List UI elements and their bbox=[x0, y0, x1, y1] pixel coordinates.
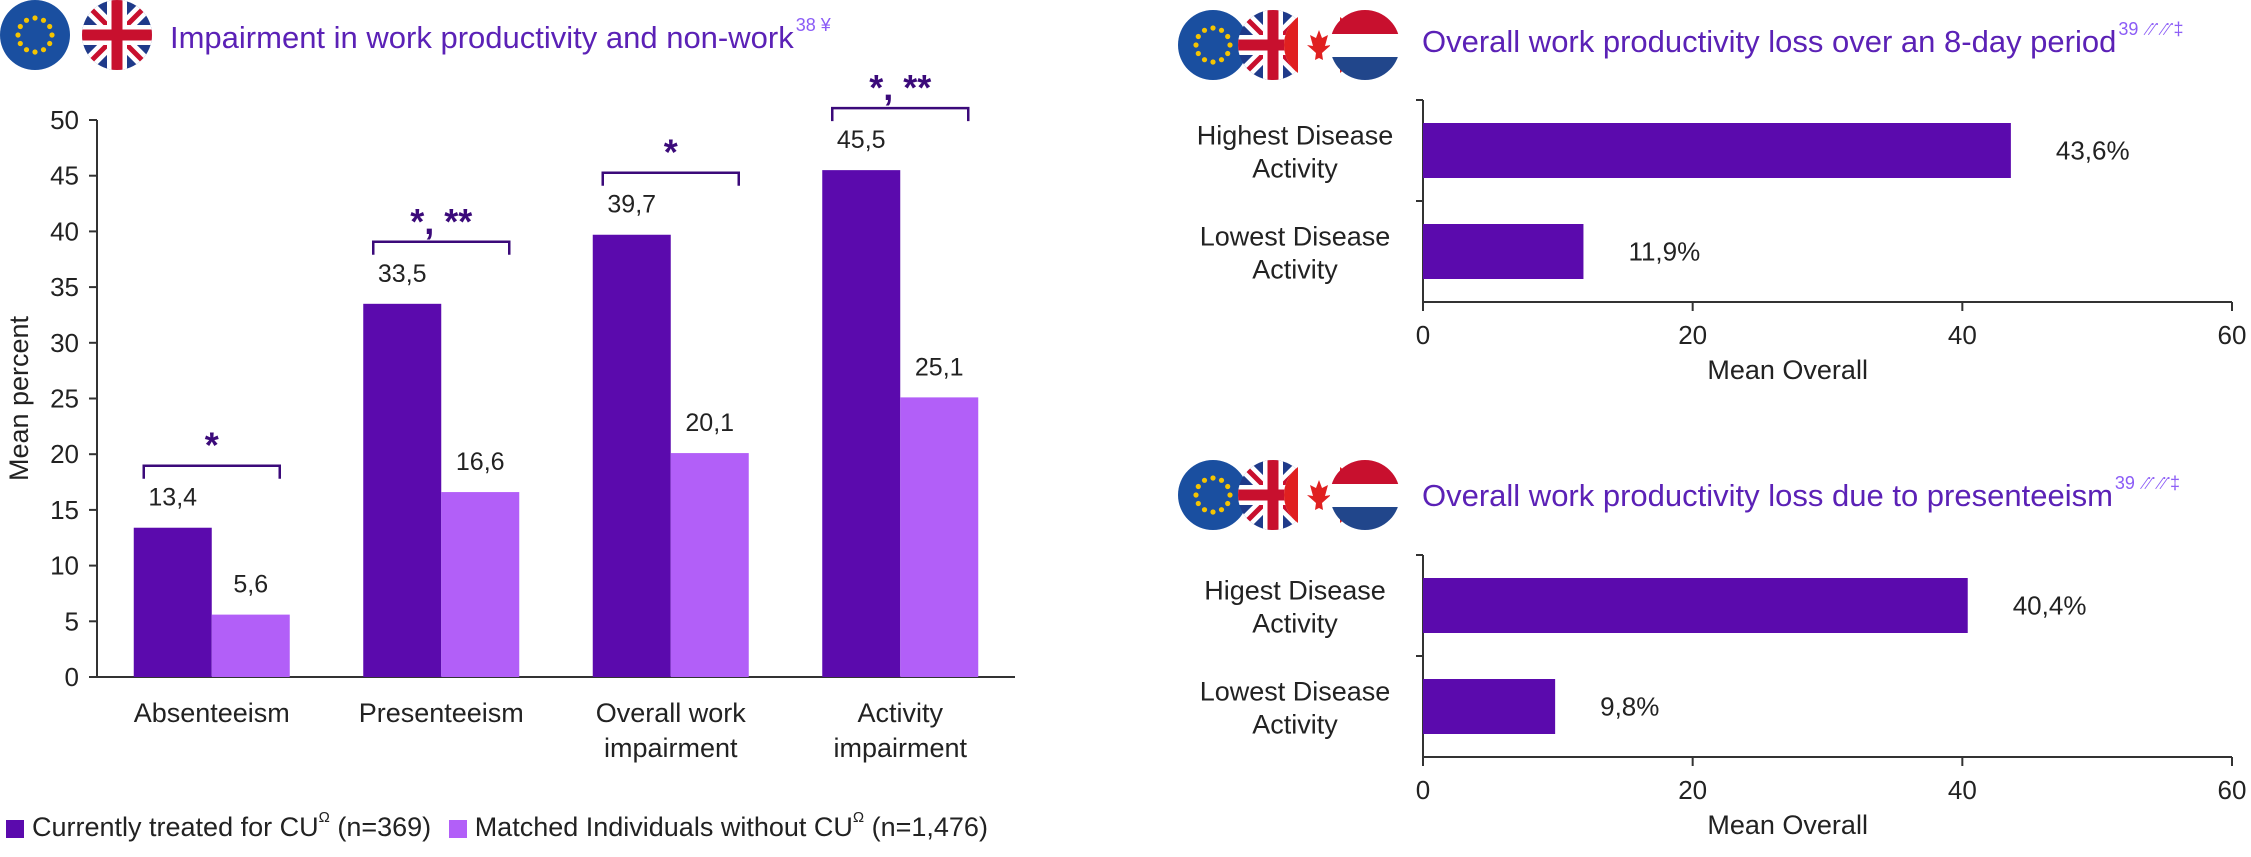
data-label: 13,4 bbox=[148, 484, 197, 512]
x-tick-label: 40 bbox=[1948, 320, 1977, 350]
right-top-chart-title: Overall work productivity loss over an 8… bbox=[1422, 18, 2184, 59]
y-tick-label: 30 bbox=[50, 328, 79, 358]
bar-matched-individuals bbox=[670, 453, 749, 677]
data-label: 25,1 bbox=[915, 353, 964, 381]
chart-legend: Currently treated for CUΩ (n=369) Matche… bbox=[6, 809, 988, 843]
data-label: 40,4% bbox=[2013, 591, 2087, 621]
y-tick-label: 15 bbox=[50, 495, 79, 525]
x-tick-label: 0 bbox=[1416, 320, 1430, 350]
data-label: 16,6 bbox=[456, 448, 505, 476]
x-tick-label: 60 bbox=[2218, 775, 2247, 805]
y-axis-title: Mean percent bbox=[4, 315, 34, 481]
horizontal-bar bbox=[1423, 578, 1968, 633]
uk-flag-icon bbox=[82, 0, 152, 70]
y-category-label: Higest Disease bbox=[1204, 576, 1386, 606]
left-bar-chart: 0 5 10 15 20 25 30 35 40 45 50 Mean percent 13,4 5,6 *… bbox=[4, 67, 1015, 763]
y-category-label: Activity bbox=[1252, 154, 1338, 184]
y-tick-label: 40 bbox=[50, 216, 79, 246]
significance-label: *, ** bbox=[410, 201, 472, 242]
horizontal-bar bbox=[1423, 679, 1556, 734]
significance-label: * bbox=[205, 425, 219, 466]
y-tick-label: 50 bbox=[50, 105, 79, 135]
significance-bracket bbox=[831, 106, 970, 122]
bar-matched-individuals bbox=[441, 492, 520, 677]
y-tick-label: 0 bbox=[65, 662, 79, 692]
x-tick-label: 40 bbox=[1948, 775, 1977, 805]
y-category-label: Activity bbox=[1252, 609, 1338, 639]
y-tick-label: 25 bbox=[50, 384, 79, 414]
data-label: 43,6% bbox=[2056, 136, 2130, 166]
y-tick-label: 10 bbox=[50, 551, 79, 581]
x-category-label: impairment bbox=[604, 733, 738, 763]
data-label: 33,5 bbox=[378, 260, 427, 288]
y-category-label: Lowest Disease bbox=[1200, 222, 1391, 252]
significance-bracket bbox=[372, 240, 511, 255]
y-category-label: Lowest Disease bbox=[1200, 677, 1391, 707]
y-tick-label: 35 bbox=[50, 272, 79, 302]
x-tick-label: 0 bbox=[1416, 775, 1430, 805]
x-category-label: impairment bbox=[833, 733, 967, 763]
bar-matched-individuals bbox=[211, 614, 290, 677]
bar-currently-treated bbox=[592, 234, 671, 677]
horizontal-bar bbox=[1423, 224, 1584, 279]
significance-label: * bbox=[664, 132, 678, 173]
eu-flag-icon bbox=[0, 0, 70, 70]
legend-swatch-dark bbox=[6, 819, 24, 838]
left-chart-title: Impairment in work productivity and non-… bbox=[170, 14, 831, 55]
data-label: 9,8% bbox=[1600, 692, 1659, 722]
x-category-label: Activity bbox=[857, 698, 943, 728]
bar-matched-individuals bbox=[900, 397, 979, 677]
netherlands-flag-icon bbox=[1330, 10, 1400, 80]
y-category-label: Highest Disease bbox=[1197, 121, 1394, 151]
eu-flag-icon bbox=[1178, 10, 1248, 80]
x-category-label: Absenteeism bbox=[134, 698, 290, 728]
legend-item-series2: Matched Individuals without CUΩ (n=1,476… bbox=[448, 809, 988, 842]
x-tick-label: 20 bbox=[1678, 320, 1707, 350]
eu-flag-icon bbox=[1178, 460, 1248, 530]
x-category-label: Presenteeism bbox=[359, 698, 524, 728]
x-axis-title: Mean Overall bbox=[1707, 355, 1868, 385]
y-tick-label: 5 bbox=[65, 606, 79, 636]
x-axis-title: Mean Overall bbox=[1707, 810, 1868, 840]
significance-bracket bbox=[142, 464, 281, 479]
y-tick-label: 45 bbox=[50, 161, 79, 191]
legend-swatch-light bbox=[448, 819, 467, 838]
data-label: 11,9% bbox=[1628, 237, 1700, 267]
significance-label: *, ** bbox=[869, 67, 931, 108]
data-label: 45,5 bbox=[837, 126, 886, 154]
y-tick-label: 20 bbox=[50, 439, 79, 469]
bar-currently-treated bbox=[133, 527, 212, 677]
netherlands-flag-icon bbox=[1330, 460, 1400, 530]
x-category-label: Overall work bbox=[596, 698, 747, 728]
horizontal-bar bbox=[1423, 123, 2011, 178]
bar-currently-treated bbox=[822, 170, 901, 677]
bar-currently-treated bbox=[363, 303, 442, 677]
significance-bracket bbox=[601, 171, 740, 186]
x-tick-label: 20 bbox=[1678, 775, 1707, 805]
data-label: 5,6 bbox=[233, 571, 268, 599]
right-bottom-chart-title: Overall work productivity loss due to pr… bbox=[1422, 472, 2180, 513]
data-label: 20,1 bbox=[685, 409, 734, 437]
data-label: 39,7 bbox=[607, 191, 656, 219]
y-category-label: Activity bbox=[1252, 255, 1338, 285]
y-category-label: Activity bbox=[1252, 710, 1338, 740]
legend-item-series1: Currently treated for CUΩ (n=369) bbox=[6, 809, 439, 842]
x-tick-label: 60 bbox=[2218, 320, 2247, 350]
